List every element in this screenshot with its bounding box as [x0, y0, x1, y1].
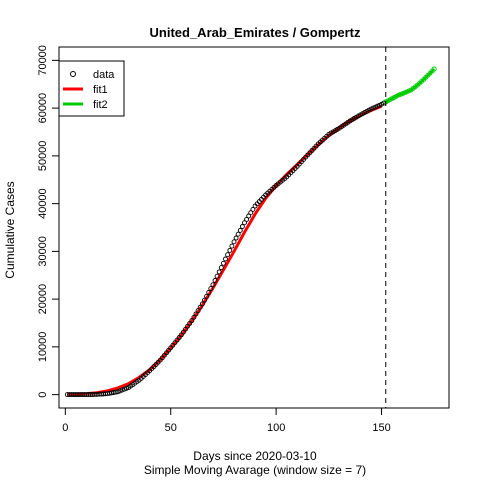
data-point [197, 304, 203, 310]
data-point [239, 224, 245, 229]
data-point [191, 314, 197, 320]
series-line-fit1 [67, 104, 383, 396]
data-point [195, 308, 201, 314]
y-tick-label: 0 [37, 392, 49, 398]
data-point [204, 293, 210, 299]
chart-title: United_Arab_Emirates / Gompertz [150, 25, 361, 40]
y-tick-label: 20000 [37, 284, 49, 315]
data-point [220, 260, 226, 266]
legend-label-fit2: fit2 [93, 99, 108, 111]
data-point [210, 282, 216, 288]
x-tick-label: 100 [267, 422, 285, 434]
data-point [193, 311, 199, 317]
y-tick-label: 40000 [37, 188, 49, 219]
legend-label-data: data [93, 69, 115, 81]
data-point [246, 213, 252, 219]
y-axis: 0 10000 20000 30000 40000 50000 60000 70000 [37, 45, 60, 398]
x-axis-sublabel: Simple Moving Avarage (window size = 7) [144, 463, 366, 477]
data-point [216, 269, 222, 275]
x-tick-label: 50 [165, 422, 177, 434]
data-point [218, 265, 224, 271]
data-point [223, 256, 228, 262]
data-point [233, 235, 239, 241]
y-axis-label: Cumulative Cases [3, 181, 17, 278]
data-point [206, 289, 212, 295]
data-point [227, 247, 233, 253]
data-point [235, 231, 241, 237]
x-axis-label: Days since 2020-03-10 [193, 449, 317, 463]
x-axis: 0 50 100 150 [62, 407, 391, 434]
data-point [250, 206, 256, 212]
data-point [214, 273, 220, 279]
y-tick-label: 30000 [37, 236, 49, 267]
chart-marks [64, 66, 437, 398]
y-tick-label: 70000 [37, 45, 49, 76]
data-point [231, 239, 237, 245]
data-point [113, 389, 119, 395]
data-point [248, 210, 254, 216]
y-tick-label: 60000 [37, 93, 49, 124]
data-point [119, 387, 125, 393]
legend: data fit1 fit2 [58, 60, 125, 117]
y-tick-label: 10000 [37, 332, 49, 363]
x-tick-label: 150 [372, 422, 390, 434]
x-tick-label: 0 [62, 422, 68, 434]
y-tick-label: 50000 [37, 141, 49, 172]
legend-marker-data [70, 71, 76, 77]
data-point [212, 278, 218, 283]
data-point [189, 318, 195, 324]
data-point [225, 252, 231, 258]
data-point [229, 243, 235, 249]
data-point [242, 220, 247, 226]
data-point [208, 286, 214, 292]
data-point [202, 297, 207, 303]
data-point [406, 88, 412, 94]
legend-label-fit1: fit1 [93, 84, 108, 96]
data-point [237, 227, 243, 233]
data-point [244, 216, 250, 222]
data-point [431, 66, 437, 72]
data-point [199, 301, 205, 307]
